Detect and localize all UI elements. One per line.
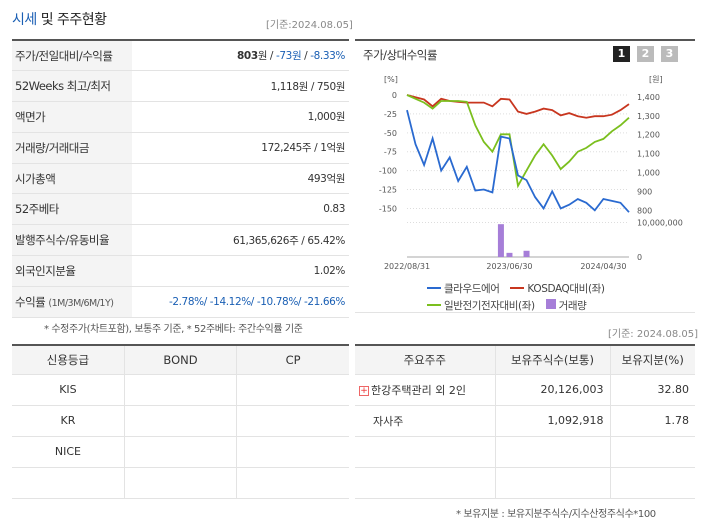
quote-value: 493억원 [132, 163, 349, 195]
chart-page-2-button[interactable]: 2 [637, 46, 654, 62]
sector-relative-line [406, 94, 630, 189]
quote-label: 외국인지분율 [12, 255, 132, 287]
kosdaq-relative-line [406, 94, 630, 119]
quote-value: 0.83 [132, 193, 349, 226]
x-tick-label: 2023/06/30 [486, 262, 532, 271]
legend-item: 클라우드에어 [427, 283, 500, 295]
quote-value: 1,000원 [132, 101, 349, 133]
holders-header: 주요주주 [355, 345, 496, 375]
quote-value: 1,118원 / 750원 [132, 70, 349, 103]
price-value: 803 [237, 50, 258, 63]
left-tick-label: -50 [384, 129, 397, 138]
volume-tick-label: 10,000,000 [637, 218, 683, 227]
base-date: [기준:2024.08.05] [266, 20, 353, 31]
right-tick-label: 1,300 [637, 112, 660, 121]
credit-bond [124, 436, 238, 468]
price-rate: -8.33% [310, 50, 345, 63]
volume-bar [497, 224, 504, 257]
credit-bond [124, 467, 238, 499]
quote-label: 거래량/거래대금 [12, 132, 132, 164]
holders-table: 주요주주 보유주식수(보통) 보유지분(%) + 한강주택관리 외 2인 20,1… [355, 344, 695, 499]
credit-agency: KR [12, 405, 125, 437]
credit-agency: NICE [12, 436, 125, 468]
left-tick-label: -100 [379, 167, 397, 176]
chart-page-1-button[interactable]: 1 [613, 46, 630, 62]
left-tick-label: -25 [384, 110, 397, 119]
expand-icon[interactable]: + [359, 385, 369, 396]
quote-value: 172,245주 / 1억원 [132, 132, 349, 164]
credit-cp [236, 467, 349, 499]
base-date-right: [기준: 2024.08.05] [608, 329, 699, 340]
legend-item: KOSDAQ대비(좌) [510, 283, 605, 295]
volume-bar [523, 250, 530, 257]
right-tick-label: 900 [637, 187, 652, 196]
credit-header: BOND [124, 345, 238, 375]
x-tick-label: 2022/08/31 [384, 262, 430, 271]
x-tick-label: 2024/04/30 [580, 262, 626, 271]
volume-tick-label: 0 [637, 253, 642, 262]
holder-row: 자사주 1,092,918 1.78 [355, 405, 695, 437]
chart-panel: 주가/상대수익률 1 2 3 [%] [원] 0 -25 -50 -75 -100 -12… [355, 39, 695, 313]
credit-table: 신용등급 BOND CP KIS KR NICE [12, 344, 349, 499]
credit-header: CP [236, 345, 349, 375]
left-tick-label: -75 [384, 148, 397, 157]
holders-header: 보유지분(%) [610, 345, 695, 375]
left-axis-unit: [%] [384, 75, 398, 84]
return-values: -2.78%/ -14.12%/ -10.78%/ -21.66% [168, 295, 345, 308]
left-tick-label: -125 [379, 186, 397, 195]
credit-cp [236, 405, 349, 437]
right-tick-label: 1,100 [637, 150, 660, 159]
credit-bond [124, 374, 238, 406]
footnote-right: * 보유지분 : 보유지분주식수/지수산정주식수*100 [456, 509, 656, 520]
quote-value: 1.02% [132, 255, 349, 287]
holder-shares: 1,092,918 [495, 405, 611, 437]
credit-cp [236, 374, 349, 406]
chart-title: 주가/상대수익률 [363, 48, 437, 62]
section-title: 시세 및 주주현황 [12, 12, 107, 28]
chart-legend: 클라우드에어 KOSDAQ대비(좌) 일반전기전자대비(좌) 거래량 [427, 281, 605, 313]
holder-pct: 1.78 [610, 405, 695, 437]
quote-label: 시가총액 [12, 163, 132, 195]
left-tick-label: -150 [379, 204, 397, 213]
holder-pct: 32.80 [610, 374, 695, 406]
holders-header: 보유주식수(보통) [495, 345, 611, 375]
holder-shares: 20,126,003 [495, 374, 611, 406]
volume-bar [506, 252, 513, 257]
holder-name: 한강주택관리 외 2인 [371, 383, 466, 397]
credit-bond [124, 405, 238, 437]
quote-value: 61,365,626주 / 65.42% [132, 224, 349, 257]
price-line [406, 109, 630, 213]
right-tick-label: 1,200 [637, 131, 660, 140]
quote-label: 52Weeks 최고/최저 [12, 70, 132, 103]
quote-row-price: 주가/전일대비/수익률 803원 / -73원 / -8.33% [12, 40, 349, 72]
right-tick-label: 1,000 [637, 169, 660, 178]
right-tick-label: 800 [637, 206, 652, 215]
holder-row: + 한강주택관리 외 2인 20,126,003 32.80 [355, 374, 695, 406]
legend-item: 일반전기전자대비(좌) [427, 300, 535, 312]
holder-name: 자사주 [355, 405, 496, 437]
right-tick-label: 1,400 [637, 93, 660, 102]
credit-cp [236, 436, 349, 468]
quote-label: 액면가 [12, 101, 132, 133]
price-change: -73원 [276, 50, 302, 63]
right-axis-unit: [원] [649, 75, 663, 84]
chart-page-3-button[interactable]: 3 [661, 46, 678, 62]
quote-label: 수익률 (1M/3M/6M/1Y) [12, 286, 132, 318]
quote-label: 주가/전일대비/수익률 [12, 40, 132, 72]
quote-label: 발행주식수/유동비율 [12, 224, 132, 257]
quote-label: 52주베타 [12, 193, 132, 226]
left-tick-label: 0 [392, 91, 397, 100]
price-chart: [%] [원] 0 -25 -50 -75 -100 -125 -150 1,400 1,30… [379, 75, 683, 271]
footnote-left: * 수정주가(차트포함), 보통주 기준, * 52주베타: 주간수익률 기준 [44, 324, 303, 335]
credit-header: 신용등급 [12, 345, 125, 375]
credit-agency: KIS [12, 374, 125, 406]
credit-agency [12, 467, 125, 499]
quote-table: 주가/전일대비/수익률 803원 / -73원 / -8.33% 52Weeks… [12, 39, 349, 318]
legend-item: 거래량 [545, 299, 587, 312]
